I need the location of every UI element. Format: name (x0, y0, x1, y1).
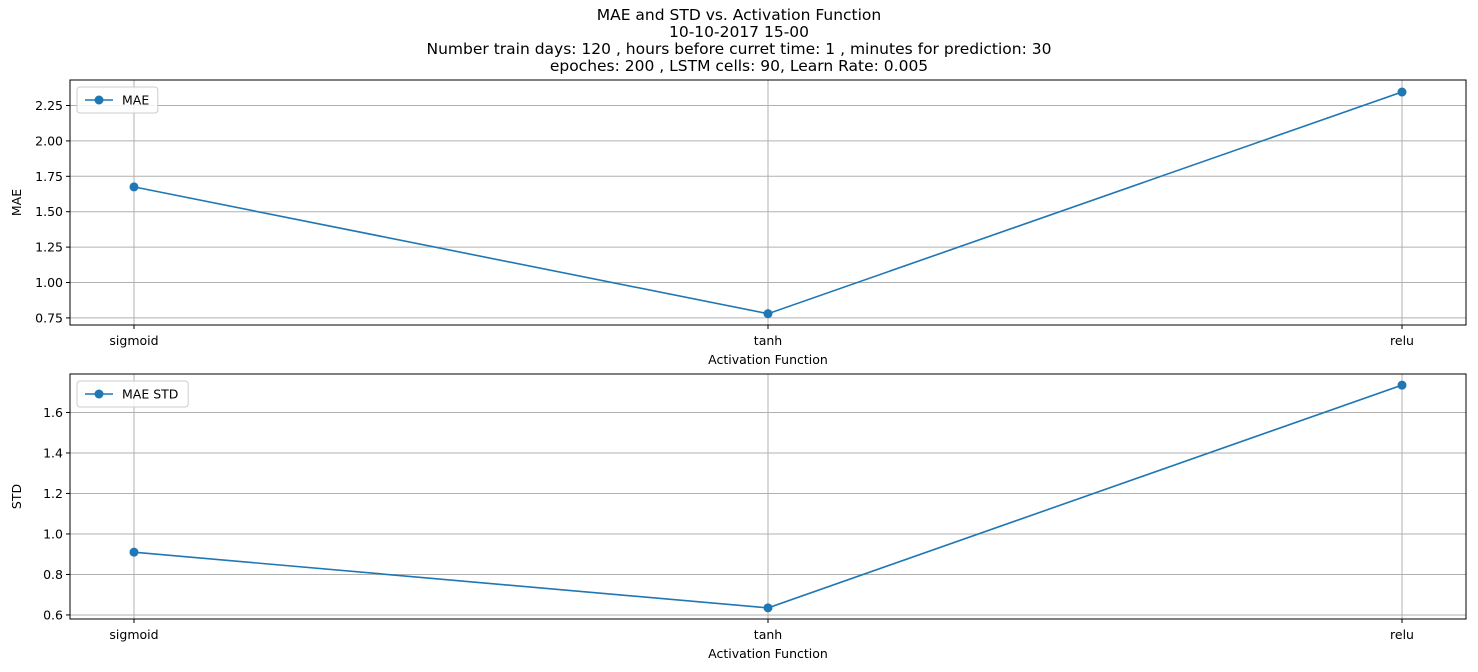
legend-label: MAE (122, 93, 149, 108)
legend-marker (94, 95, 104, 105)
y-axis-label: STD (9, 484, 24, 509)
data-point (1397, 380, 1407, 390)
y-tick-label: 1.75 (35, 169, 63, 184)
axes-frame (69, 79, 1467, 326)
y-tick-label: 1.50 (35, 204, 63, 219)
y-axis-label: MAE (9, 189, 24, 216)
x-axis-label: Activation Function (708, 646, 828, 661)
y-tick-label: 0.75 (35, 310, 63, 325)
std-subplot: 0.6 0.8 1.0 1.2 1.4 1.6 sigmoid tanh relu Activat… (9, 373, 1467, 661)
x-tick-label: relu (1390, 627, 1414, 642)
y-tick-label: 2.00 (35, 133, 63, 148)
mae-subplot: 0.75 1.00 1.25 1.50 1.75 2.00 2.25 sigmoid tanh r… (9, 79, 1467, 367)
title-line-1: MAE and STD vs. Activation Function (596, 6, 882, 24)
y-tick-label: 1.25 (35, 240, 63, 255)
axes-frame (69, 373, 1467, 620)
y-tick-label: 1.0 (43, 526, 63, 541)
x-tick-label: tanh (754, 333, 782, 348)
x-tick-label: tanh (754, 627, 782, 642)
y-tick-label: 1.4 (43, 445, 63, 460)
data-point (763, 603, 773, 613)
data-point (129, 182, 139, 192)
data-point (129, 547, 139, 557)
x-tick-label: sigmoid (109, 627, 158, 642)
title-line-3: Number train days: 120 , hours before cu… (426, 40, 1052, 58)
y-tick-label: 2.25 (35, 98, 63, 113)
y-tick-label: 0.8 (43, 567, 63, 582)
x-axis-label: Activation Function (708, 352, 828, 367)
legend-box (76, 86, 159, 114)
x-tick-label: sigmoid (109, 333, 158, 348)
y-tick-label: 1.00 (35, 275, 63, 290)
x-tick-label: relu (1390, 333, 1414, 348)
data-point (1397, 87, 1407, 97)
y-tick-label: 1.6 (43, 405, 63, 420)
figure-title: MAE and STD vs. Activation Function 10-1… (0, 7, 1478, 75)
legend-box (76, 380, 189, 408)
y-tick-label: 1.2 (43, 486, 63, 501)
data-point (763, 309, 773, 319)
title-line-4: epoches: 200 , LSTM cells: 90, Learn Rat… (549, 57, 929, 75)
legend-label: MAE STD (122, 387, 178, 402)
legend-marker (94, 389, 104, 399)
title-line-2: 10-10-2017 15-00 (668, 23, 810, 41)
y-tick-label: 0.6 (43, 607, 63, 622)
